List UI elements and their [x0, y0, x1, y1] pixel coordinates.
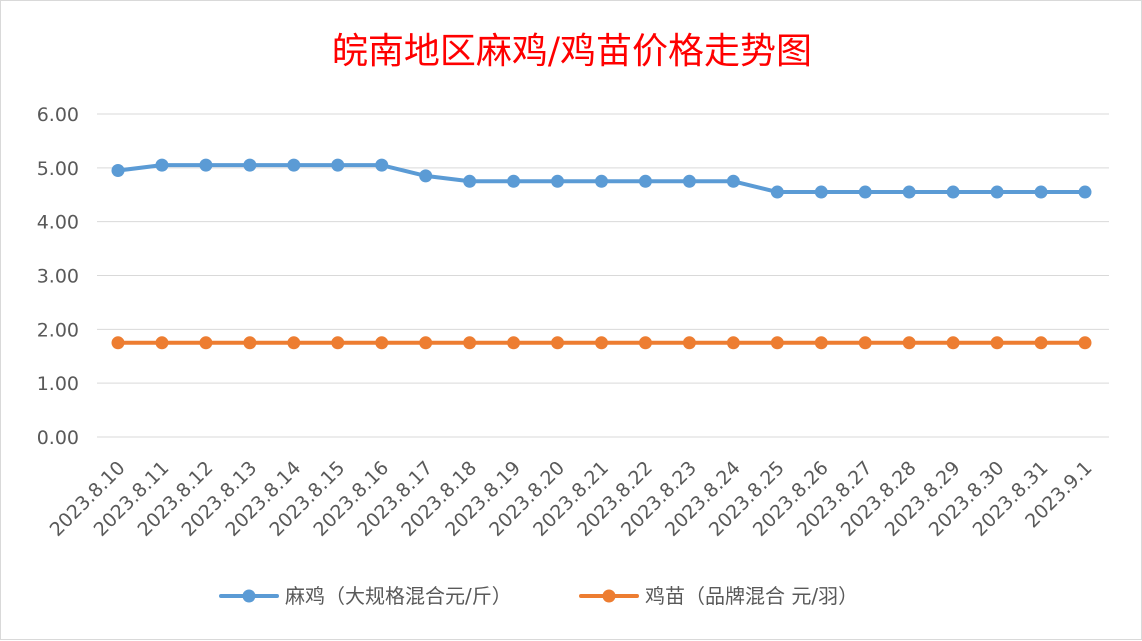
data-point: [375, 336, 389, 350]
data-point: [770, 185, 784, 199]
data-point: [638, 336, 652, 350]
data-point: [814, 185, 828, 199]
data-point: [726, 174, 740, 188]
data-point: [726, 336, 740, 350]
series-layer: [111, 158, 1092, 350]
data-point: [507, 174, 521, 188]
data-point: [463, 336, 477, 350]
data-point: [858, 336, 872, 350]
data-point: [155, 336, 169, 350]
series-2: [111, 336, 1092, 350]
legend-item: 麻鸡（大规格混合元/斤）: [219, 584, 512, 608]
data-point: [111, 164, 125, 178]
legend-item: 鸡苗（品牌混合 元/羽）: [579, 584, 858, 608]
data-point: [595, 174, 608, 188]
data-point: [287, 158, 301, 172]
data-point: [1078, 185, 1092, 199]
legend-label: 麻鸡（大规格混合元/斤）: [285, 584, 512, 608]
data-point: [595, 336, 608, 350]
legend: 麻鸡（大规格混合元/斤） 鸡苗（品牌混合 元/羽）: [219, 584, 858, 608]
data-point: [858, 185, 872, 199]
data-point: [814, 336, 828, 350]
y-tick-label: 3.00: [37, 266, 79, 288]
data-point: [463, 174, 477, 188]
data-point: [946, 185, 960, 199]
data-point: [990, 185, 1004, 199]
data-point: [638, 174, 652, 188]
x-axis-tick-labels: 2023.8.102023.8.112023.8.122023.8.132023…: [46, 457, 1097, 541]
data-point: [682, 174, 696, 188]
y-tick-label: 0.00: [37, 427, 79, 449]
data-point: [1078, 336, 1092, 350]
gridlines: [97, 113, 1109, 438]
data-point: [331, 336, 345, 350]
data-point: [199, 336, 213, 350]
data-point: [243, 158, 257, 172]
legend-swatch-marker: [242, 589, 256, 603]
data-point: [551, 174, 565, 188]
y-tick-label: 2.00: [37, 319, 79, 341]
data-point: [507, 336, 521, 350]
legend-label: 鸡苗（品牌混合 元/羽）: [645, 584, 858, 608]
data-point: [287, 336, 301, 350]
data-point: [199, 158, 213, 172]
series-1: [111, 158, 1092, 199]
data-point: [902, 336, 916, 350]
data-point: [990, 336, 1004, 350]
data-point: [1034, 336, 1048, 350]
y-tick-label: 1.00: [37, 373, 79, 395]
legend-swatch-marker: [602, 589, 616, 603]
data-point: [551, 336, 565, 350]
data-point: [770, 336, 784, 350]
data-point: [682, 336, 696, 350]
data-point: [419, 336, 433, 350]
data-point: [902, 185, 916, 199]
data-point: [331, 158, 345, 172]
chart-title: 皖南地区麻鸡/鸡苗价格走势图: [332, 31, 812, 72]
y-axis-tick-labels: 0.00 1.00 2.00 3.00 4.00 5.00 6.00: [37, 104, 79, 449]
data-point: [111, 336, 125, 350]
y-tick-label: 5.00: [37, 158, 79, 180]
data-point: [946, 336, 960, 350]
data-point: [375, 158, 389, 172]
data-point: [155, 158, 169, 172]
data-point: [1034, 185, 1048, 199]
y-tick-label: 6.00: [37, 104, 79, 126]
data-point: [419, 169, 433, 183]
data-point: [243, 336, 257, 350]
y-tick-label: 4.00: [37, 212, 79, 234]
